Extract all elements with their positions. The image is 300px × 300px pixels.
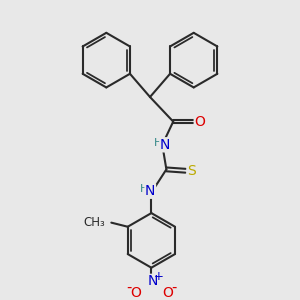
Text: H: H xyxy=(140,184,148,194)
Text: O: O xyxy=(194,115,205,129)
Text: S: S xyxy=(187,164,196,178)
Text: -: - xyxy=(126,279,131,294)
Text: H: H xyxy=(154,138,162,148)
Text: O: O xyxy=(130,286,141,300)
Text: CH₃: CH₃ xyxy=(84,216,105,229)
Text: +: + xyxy=(154,270,164,283)
Text: N: N xyxy=(145,184,155,198)
Text: N: N xyxy=(160,138,170,152)
Text: -: - xyxy=(171,279,177,294)
Text: N: N xyxy=(147,274,158,288)
Text: O: O xyxy=(162,286,173,300)
